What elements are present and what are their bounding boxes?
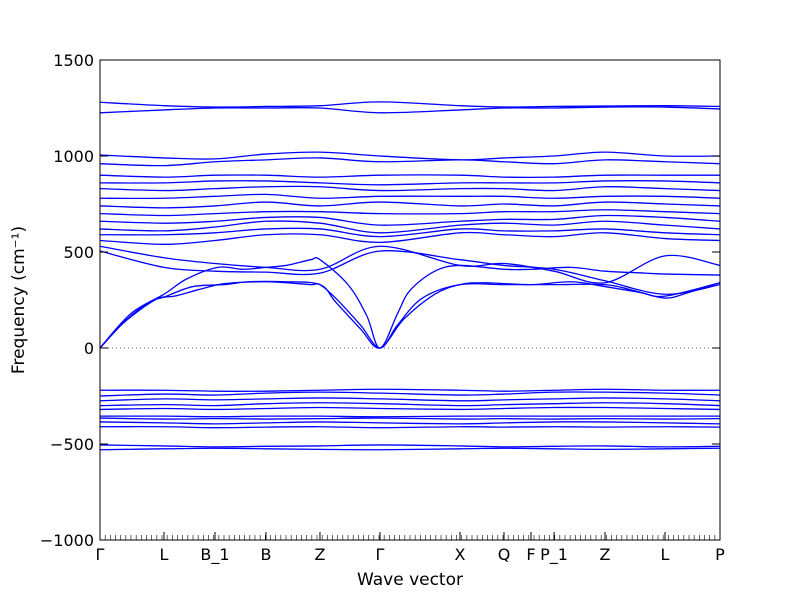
y-tick-label: 1500 [53, 51, 94, 70]
optical-branch-7 [99, 209, 721, 217]
plot-area [99, 101, 721, 451]
y-tick-label: −500 [50, 435, 94, 454]
optical-branch-16 [99, 101, 721, 108]
hs-point-label: P [715, 545, 725, 564]
optical-branch-12 [99, 174, 720, 179]
y-axis: −1000 −500 0 500 1000 1500 [40, 51, 720, 550]
y-tick-label: 500 [63, 243, 94, 262]
hs-point-label: F [526, 545, 535, 564]
negative-branch-8 [99, 421, 721, 425]
y-tick-label: 0 [84, 339, 94, 358]
optical-branch-5 [99, 220, 721, 234]
optical-branch-10 [99, 185, 721, 192]
optical-branch-2 [99, 245, 721, 284]
y-tick-label: 1000 [53, 147, 94, 166]
y-axis-label: Frequency (cm⁻¹) [9, 226, 29, 374]
negative-branch-2 [99, 391, 721, 397]
optical-branch-13 [99, 157, 721, 167]
hs-point-label: B [260, 545, 271, 564]
optical-branch-11 [99, 180, 721, 186]
hs-point-label: Z [600, 545, 611, 564]
hs-point-label: L [661, 545, 670, 564]
optical-branch-8 [99, 201, 721, 209]
negative-branch-6 [99, 415, 720, 418]
negative-branch-5 [99, 406, 721, 411]
negative-branch-11 [99, 447, 721, 451]
hs-point-label: Q [498, 545, 511, 564]
negative-branch-4 [99, 402, 721, 407]
negative-branch-3 [99, 397, 721, 402]
hs-point-label: P_1 [540, 545, 568, 565]
negative-branch-1 [99, 388, 721, 392]
negative-branch-9 [99, 425, 721, 429]
optical-branch-9 [99, 193, 721, 200]
hs-point-label: L [160, 545, 169, 564]
hs-point-label: B_1 [200, 545, 229, 565]
y-tick-label: −1000 [40, 531, 94, 550]
hs-point-label: X [454, 545, 465, 564]
optical-branch-14 [99, 151, 721, 161]
acoustic-branch-3 [99, 256, 721, 349]
hs-point-label: Γ [376, 545, 385, 564]
x-axis: Γ L B_1 B Z Γ X Q F P_1 Z L P [96, 532, 725, 565]
acoustic-branch-2 [99, 280, 721, 349]
hs-point-label: Z [314, 545, 325, 564]
hs-point-label: Γ [96, 545, 105, 564]
x-axis-label: Wave vector [357, 570, 463, 590]
negative-branch-7 [99, 417, 721, 420]
optical-branch-15 [99, 106, 721, 114]
acoustic-branch-1 [99, 281, 721, 349]
optical-branch-4 [99, 227, 721, 238]
optical-branch-3 [99, 231, 721, 245]
optical-branch-6 [99, 214, 721, 226]
negative-branch-10 [99, 444, 721, 448]
